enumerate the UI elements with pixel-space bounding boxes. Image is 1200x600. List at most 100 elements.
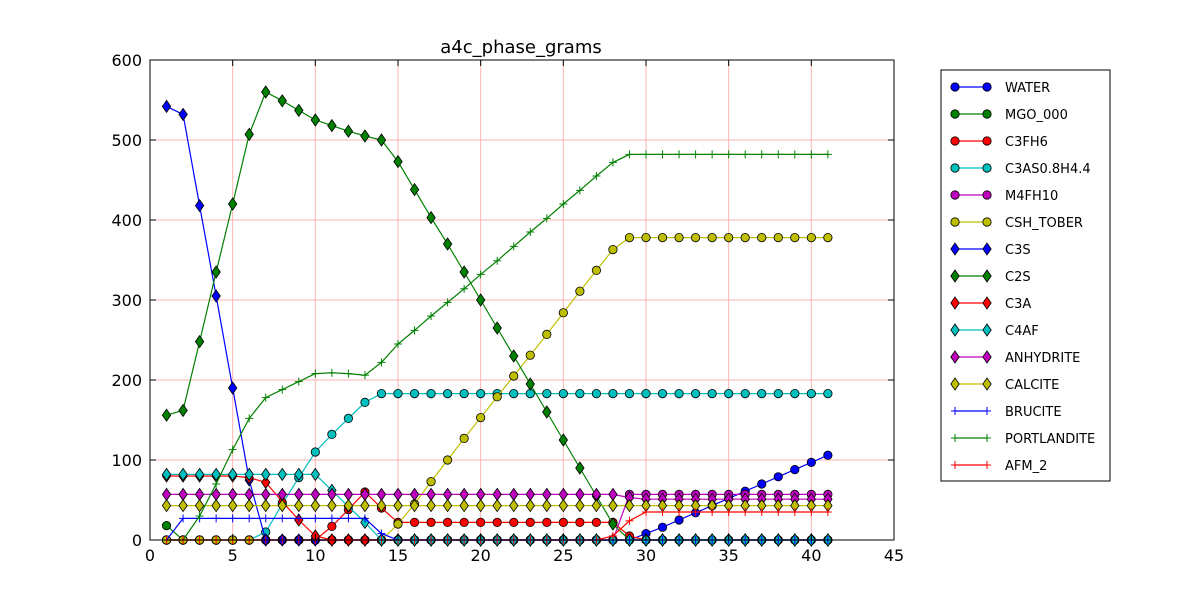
data-point-anhydrite — [475, 487, 486, 502]
data-point-anhydrite — [542, 487, 552, 502]
data-point-afm-2 — [625, 516, 634, 525]
data-point-brucite — [311, 514, 320, 523]
data-point-c2s — [343, 124, 354, 138]
data-point-anhydrite — [194, 487, 205, 502]
data-point-calcite — [608, 498, 618, 513]
data-point-afm-2 — [642, 508, 650, 516]
legend-marker — [982, 242, 992, 256]
data-point-afm-2 — [807, 508, 816, 516]
legend-label: BRUCITE — [1005, 405, 1062, 420]
data-point-calcite — [244, 498, 254, 513]
data-point-c3fh6 — [459, 517, 469, 528]
x-tick-label: 35 — [718, 546, 738, 565]
legend-label: C2S — [1005, 270, 1031, 285]
x-tick-label: 40 — [801, 546, 821, 565]
legend-item-calcite: CALCITE — [950, 377, 1059, 393]
data-point-calcite — [161, 498, 172, 513]
data-point-calcite — [475, 498, 486, 513]
data-point-csh-tober — [509, 371, 519, 381]
legend-marker — [982, 296, 992, 310]
data-point-portlandite — [708, 150, 717, 159]
data-point-portlandite — [195, 512, 204, 520]
legend-label: WATER — [1005, 81, 1050, 96]
data-point-c3as0-8h4-4 — [806, 388, 816, 399]
data-point-calcite — [277, 498, 287, 513]
legend-marker — [950, 109, 960, 119]
legend-marker — [982, 217, 992, 227]
data-point-portlandite — [377, 358, 386, 367]
legend-marker — [950, 269, 960, 283]
data-point-anhydrite — [343, 487, 354, 502]
data-point-c2s — [409, 182, 420, 197]
data-point-water — [823, 450, 833, 460]
legend-marker — [950, 323, 960, 337]
data-point-anhydrite — [509, 487, 519, 502]
data-point-anhydrite — [426, 487, 436, 502]
data-point-csh-tober — [624, 233, 635, 243]
data-point-portlandite — [823, 150, 832, 159]
data-point-c3fh6 — [327, 521, 337, 532]
data-point-portlandite — [460, 284, 469, 293]
data-point-calcite — [492, 498, 502, 513]
data-point-csh-tober — [724, 233, 734, 243]
data-point-c2s — [442, 237, 453, 251]
data-point-brucite — [327, 514, 336, 523]
series-calcite — [161, 498, 833, 513]
chart-title: a4c_phase_grams — [440, 37, 601, 58]
legend-label: M4FH10 — [1005, 189, 1058, 204]
data-point-c3s — [178, 107, 188, 122]
y-tick-label: 100 — [111, 451, 142, 470]
legend-marker — [983, 407, 991, 415]
data-point-portlandite — [757, 150, 766, 159]
data-point-brucite — [344, 514, 353, 523]
data-point-calcite — [624, 498, 635, 513]
data-point-c4af — [194, 467, 205, 482]
legend-marker — [983, 461, 991, 469]
data-point-c3as0-8h4-4 — [707, 388, 717, 399]
data-point-c2s — [376, 133, 387, 147]
legend-label: C3A — [1005, 297, 1031, 312]
data-point-calcite — [509, 498, 519, 513]
legend-item-c3as0-8h4-4: C3AS0.8H4.4 — [950, 162, 1091, 177]
data-point-c3as0-8h4-4 — [690, 388, 701, 399]
data-point-c3as0-8h4-4 — [591, 388, 602, 399]
legend-item-afm-2: AFM_2 — [951, 459, 1047, 474]
data-point-c3as0-8h4-4 — [575, 388, 585, 399]
data-point-c2s — [227, 197, 238, 211]
data-point-anhydrite — [310, 487, 321, 502]
x-tick-label: 15 — [388, 546, 408, 565]
data-point-calcite — [194, 498, 205, 513]
legend-item-mgo-000: MGO_000 — [950, 108, 1068, 123]
y-tick-label: 300 — [111, 291, 142, 310]
data-point-portlandite — [344, 369, 353, 378]
legend-marker — [951, 407, 959, 415]
data-point-c4af — [277, 467, 287, 482]
data-point-portlandite — [807, 150, 816, 159]
data-point-afm-2 — [823, 508, 832, 516]
data-point-anhydrite — [393, 487, 403, 502]
legend-marker — [982, 109, 992, 119]
data-point-c3fh6 — [575, 517, 585, 528]
data-point-c3fh6 — [442, 517, 453, 528]
data-point-brucite — [261, 514, 270, 523]
data-point-c3as0-8h4-4 — [409, 388, 420, 399]
data-point-anhydrite — [409, 487, 420, 502]
legend-item-brucite: BRUCITE — [951, 405, 1062, 420]
data-point-c2s — [426, 210, 436, 225]
data-point-c3as0-8h4-4 — [360, 397, 370, 407]
data-point-portlandite — [509, 242, 518, 251]
data-point-afm-2 — [790, 508, 799, 516]
data-point-anhydrite — [261, 487, 271, 502]
data-point-c2s — [327, 118, 337, 133]
grid — [150, 60, 894, 540]
data-point-c3as0-8h4-4 — [641, 388, 651, 399]
legend-marker — [950, 296, 960, 310]
data-point-c4af — [261, 467, 271, 482]
data-point-c3as0-8h4-4 — [459, 388, 469, 399]
legend-label: C3S — [1005, 243, 1031, 258]
data-point-c3as0-8h4-4 — [740, 388, 750, 399]
data-point-brucite — [294, 514, 303, 523]
data-point-c3as0-8h4-4 — [343, 413, 353, 423]
data-point-anhydrite — [459, 487, 469, 502]
data-point-c3fh6 — [476, 517, 486, 528]
